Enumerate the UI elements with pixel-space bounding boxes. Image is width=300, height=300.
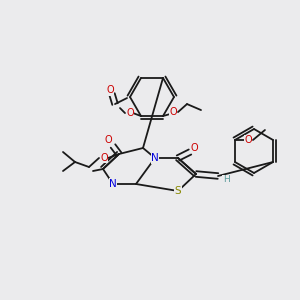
Text: H: H [223, 176, 230, 184]
Text: O: O [169, 107, 177, 117]
Text: O: O [104, 135, 112, 145]
Text: O: O [126, 108, 134, 118]
Text: N: N [151, 153, 159, 163]
Text: N: N [109, 179, 117, 189]
Text: S: S [175, 186, 181, 196]
Text: O: O [100, 153, 108, 163]
Text: O: O [106, 85, 114, 95]
Text: O: O [190, 143, 198, 153]
Text: O: O [244, 135, 252, 145]
